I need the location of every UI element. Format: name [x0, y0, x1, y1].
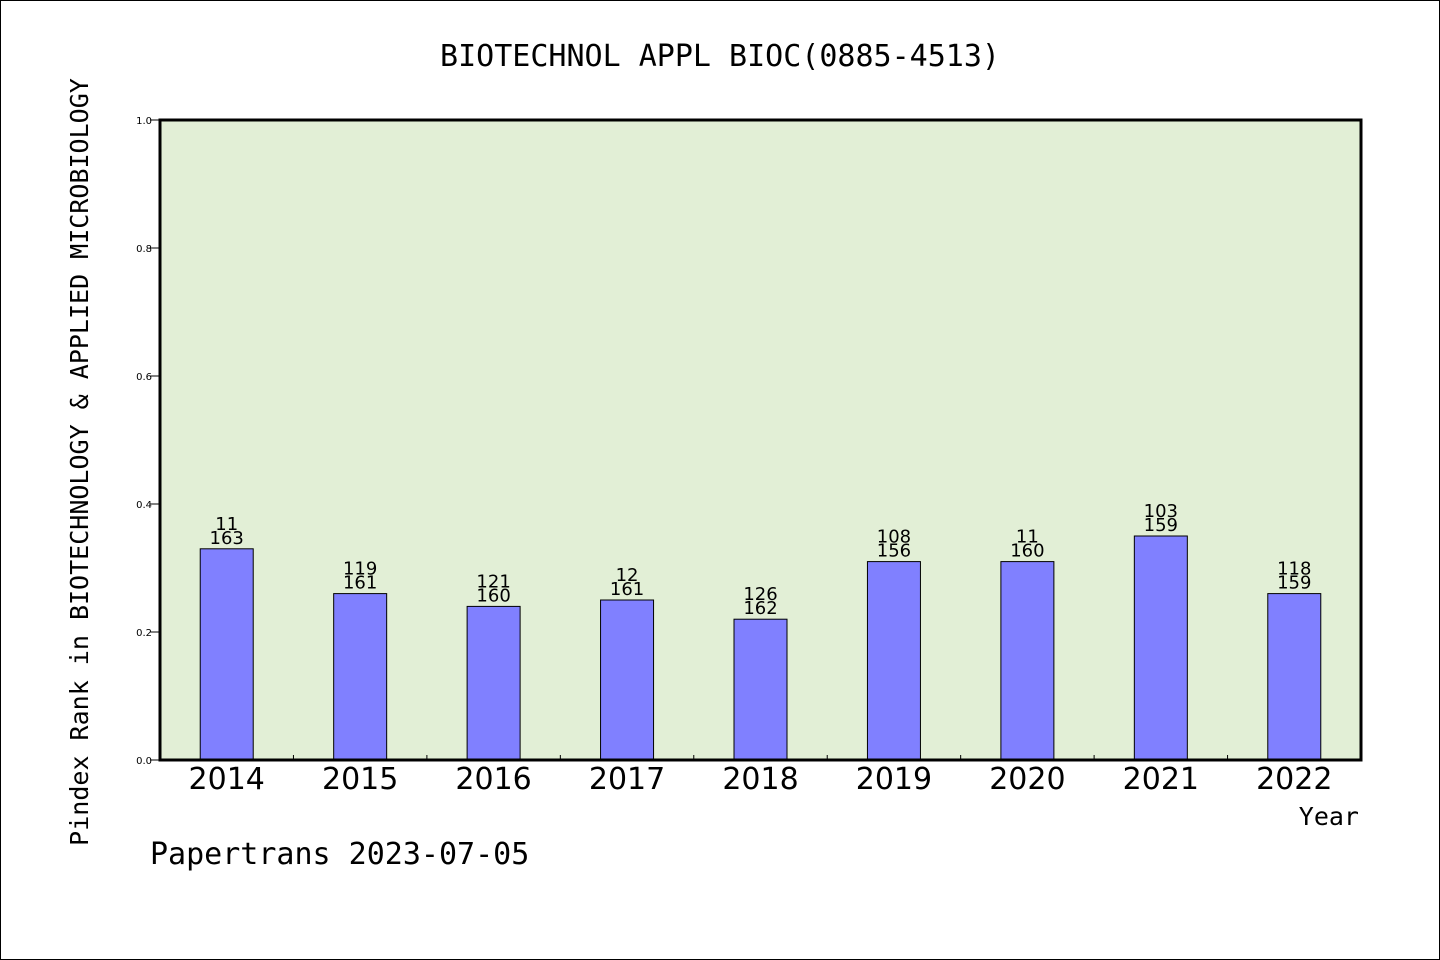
y-tick-label: 0.0: [136, 756, 152, 767]
y-tick-label: 0.6: [136, 372, 152, 383]
bar-total-label: 162: [743, 598, 777, 619]
bar: [1267, 593, 1322, 761]
x-tick-label: 2016: [455, 762, 531, 797]
x-tick-label: 2022: [1256, 762, 1332, 797]
bar-rank-label: 11: [215, 514, 238, 535]
bar-rank-label: 126: [743, 584, 777, 605]
x-tick-label: 2017: [589, 762, 665, 797]
x-tick-label: 2021: [1123, 762, 1199, 797]
bar-total-label: 159: [1144, 515, 1178, 536]
bar-rank-label: 121: [476, 571, 510, 592]
bar-rank-label: 11: [1016, 527, 1039, 548]
x-tick-label: 2019: [856, 762, 932, 797]
bar-total-label: 161: [343, 573, 377, 594]
y-axis-title: Pindex Rank in BIOTECHNOLOGY & APPLIED M…: [65, 78, 94, 846]
bar-total-label: 161: [610, 579, 644, 600]
bar-rank-label: 12: [616, 565, 639, 586]
bar: [866, 561, 921, 761]
bar: [1133, 535, 1188, 761]
bar-total-label: 159: [1277, 573, 1311, 594]
x-axis-title: Year: [1299, 802, 1359, 831]
bar: [199, 548, 254, 761]
bar-total-label: 160: [1010, 541, 1044, 562]
bar: [733, 618, 788, 761]
bar-rank-label: 108: [877, 527, 911, 548]
y-tick-label: 1.0: [136, 116, 152, 127]
x-tick-label: 2020: [989, 762, 1065, 797]
bar-rank-label: 119: [343, 559, 377, 580]
footer-text: Papertrans 2023-07-05: [150, 837, 529, 872]
bar-rank-label: 118: [1277, 559, 1311, 580]
bars-layer: [199, 535, 1322, 761]
x-tick-label: 2015: [322, 762, 398, 797]
bar: [466, 605, 521, 761]
bar-total-label: 163: [210, 528, 244, 549]
x-tick-label: 2018: [722, 762, 798, 797]
x-tick-label: 2014: [189, 762, 265, 797]
y-tick-label: 0.4: [136, 500, 152, 511]
chart-title: BIOTECHNOL APPL BIOC(0885-4513): [440, 39, 1000, 74]
bar-total-label: 160: [476, 585, 510, 606]
y-tick-label: 0.2: [136, 628, 152, 639]
y-tick-label: 0.8: [136, 244, 152, 255]
bar-rank-label: 103: [1144, 501, 1178, 522]
bar: [333, 593, 388, 761]
x-axis: 2014 2015 2016 2017 2018 2019 2020 2021 2022: [189, 755, 1332, 797]
plot-border: [158, 118, 1363, 762]
bar-total-label: 156: [877, 541, 911, 562]
bar: [1000, 561, 1055, 761]
bar: [600, 599, 655, 761]
y-axis: 0.0 0.2 0.4 0.6 0.8 1.0: [136, 116, 160, 767]
